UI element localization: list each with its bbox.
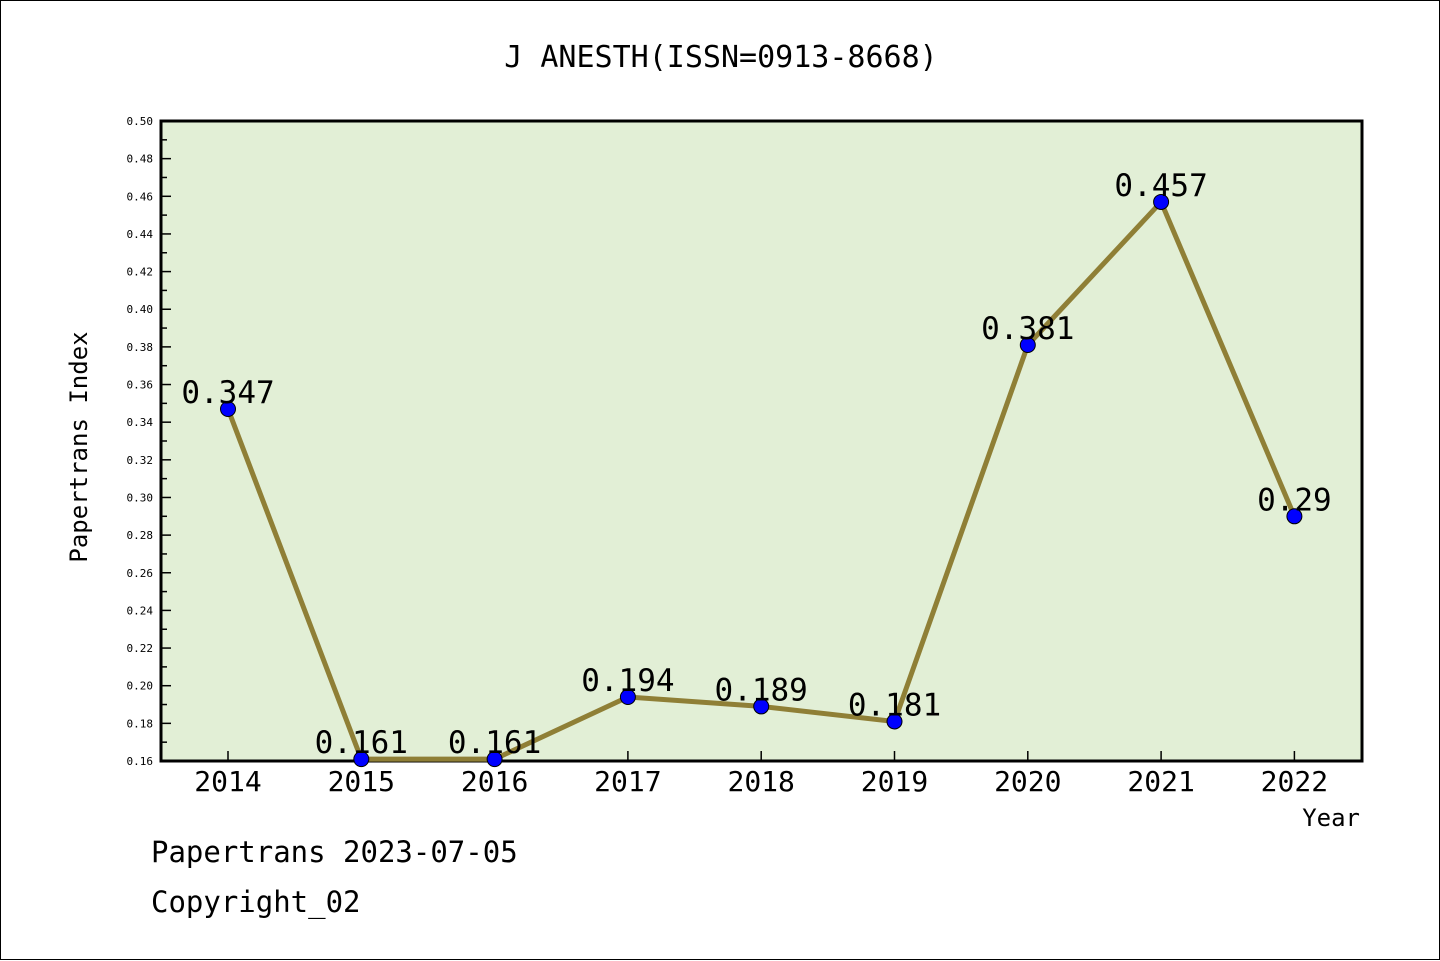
y-axis: 0.16 0.18 0.20 0.22 0.24 0.26 0.28 0.30 0.32 0.34… bbox=[127, 115, 171, 768]
data-label: 0.457 bbox=[1114, 168, 1207, 204]
y-tick-label: 0.34 bbox=[127, 416, 154, 429]
y-tick-label: 0.26 bbox=[127, 567, 154, 580]
data-label: 0.161 bbox=[448, 725, 541, 761]
data-point bbox=[886, 713, 903, 730]
y-tick-label: 0.32 bbox=[127, 454, 154, 467]
data-label: 0.161 bbox=[315, 725, 408, 761]
x-tick-label: 2021 bbox=[1127, 765, 1194, 798]
y-tick-label: 0.16 bbox=[127, 755, 154, 768]
y-tick-label: 0.46 bbox=[127, 190, 154, 203]
y-tick-label: 0.38 bbox=[127, 341, 154, 354]
x-tick-label: 2019 bbox=[861, 765, 928, 798]
x-tick-label: 2022 bbox=[1261, 765, 1328, 798]
data-point bbox=[1019, 337, 1036, 353]
x-tick-label: 2020 bbox=[994, 765, 1061, 798]
data-series: 0.347 0.161 0.161 0.194 0.189 0.181 0.381 0.457… bbox=[181, 168, 1332, 768]
x-tick-label: 2016 bbox=[461, 765, 528, 798]
data-label: 0.181 bbox=[848, 687, 941, 723]
data-label: 0.194 bbox=[581, 663, 674, 699]
y-tick-label: 0.36 bbox=[127, 379, 154, 392]
chart-title: J ANESTH(ISSN=0913-8668) bbox=[504, 40, 937, 75]
x-tick-label: 2017 bbox=[594, 765, 661, 798]
y-tick-label: 0.40 bbox=[127, 303, 154, 316]
x-axis-label: Year bbox=[1302, 804, 1360, 832]
y-tick-label: 0.24 bbox=[127, 604, 154, 617]
data-label: 0.29 bbox=[1257, 482, 1332, 518]
y-tick-label: 0.50 bbox=[127, 115, 154, 128]
plot-area bbox=[159, 119, 1364, 763]
y-tick-label: 0.20 bbox=[127, 680, 154, 693]
y-tick-label: 0.42 bbox=[127, 266, 154, 279]
data-label: 0.381 bbox=[981, 311, 1074, 347]
data-label: 0.347 bbox=[181, 375, 274, 411]
y-tick-label: 0.44 bbox=[127, 228, 154, 241]
data-point bbox=[1286, 508, 1303, 525]
data-point bbox=[220, 401, 236, 417]
footer-source: Papertrans 2023-07-05 bbox=[151, 835, 518, 869]
x-tick-label: 2014 bbox=[194, 765, 261, 798]
x-tick-label: 2015 bbox=[328, 765, 395, 798]
data-point bbox=[353, 751, 370, 768]
y-tick-label: 0.22 bbox=[127, 642, 154, 655]
footer-copyright: Copyright_02 bbox=[151, 885, 361, 919]
y-axis-label: Papertrans Index bbox=[65, 331, 93, 562]
data-label: 0.189 bbox=[715, 672, 808, 708]
data-point bbox=[486, 751, 503, 768]
y-tick-label: 0.48 bbox=[127, 153, 154, 166]
x-axis: 2014 2015 2016 2017 2018 2019 2020 2021 2022 bbox=[194, 751, 1328, 798]
y-tick-label: 0.28 bbox=[127, 529, 154, 542]
x-tick-label: 2018 bbox=[727, 765, 794, 798]
data-point bbox=[619, 689, 636, 705]
data-point bbox=[753, 698, 770, 715]
y-tick-label: 0.18 bbox=[127, 717, 154, 730]
data-point bbox=[1153, 193, 1170, 210]
y-tick-label: 0.30 bbox=[127, 491, 154, 504]
